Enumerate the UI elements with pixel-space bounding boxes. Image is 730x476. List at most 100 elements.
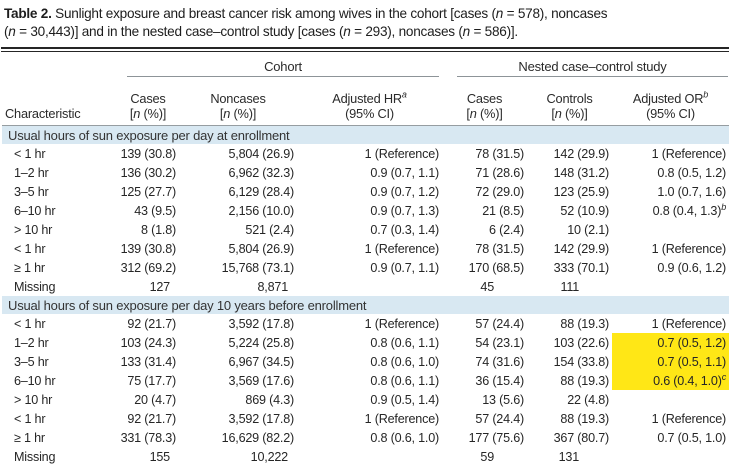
cell-value: 6 (2.4) (489, 222, 525, 237)
text-segment: (95% CI) (345, 106, 394, 121)
cell-value: 111 (560, 279, 580, 294)
cell-value: 20 (4.7) (134, 392, 176, 407)
cell: 88 (19.3) (527, 409, 612, 428)
row-label: > 10 hr (14, 222, 53, 237)
cell: 1 (Reference) (297, 409, 442, 428)
table-row: < 1 hr 139 (30.8) 5,804 (26.9) 1 (Reference… (2, 239, 729, 258)
table-body: Usual hours of sun exposure per day at e… (2, 125, 730, 467)
cell: 10 (2.1) (527, 220, 612, 239)
cell: 103 (22.6) (527, 333, 612, 352)
data-table: Cohort Nested case–control study Charact… (2, 52, 730, 467)
cell-value: 0.8 (0.6, 1.1) (370, 335, 440, 350)
cell: 331 (78.3) (117, 428, 179, 447)
cell-value: 92 (21.7) (127, 316, 176, 331)
cell: 0.8 (0.6, 1.0) (297, 352, 442, 371)
cell-value: 0.8 (0.6, 1.1) (370, 373, 440, 388)
cell-value: 869 (4.3) (245, 392, 294, 407)
cell-value: 0.8 (0.4, 1.3) (652, 203, 722, 218)
cell-value: 13 (5.6) (482, 392, 525, 407)
cell-value: 170 (68.5) (468, 260, 525, 275)
cell: 52 (10.9) (527, 201, 612, 220)
text-segment: = 293), noncases ( (350, 24, 463, 39)
table-row: > 10 hr 20 (4.7) 869 (4.3) 0.9 (0.5, 1.4) 13… (2, 390, 729, 409)
cell-value: 154 (33.8) (553, 354, 610, 369)
cell: 59 (442, 447, 527, 466)
cell: 148 (31.2) (527, 163, 612, 182)
column-header-line2: (95% CI) (612, 106, 729, 121)
cell (297, 277, 442, 296)
cell: 869 (4.3) (179, 390, 297, 409)
cell-value: 331 (78.3) (120, 430, 177, 445)
cell: 2,156 (10.0) (179, 201, 297, 220)
text-segment: n (343, 24, 351, 39)
cell-value: 521 (2.4) (245, 222, 294, 237)
cell: 10,222 (179, 447, 297, 466)
cell-value: 333 (70.1) (553, 260, 610, 275)
cell-value: 74 (31.6) (475, 354, 525, 369)
table-row: 6–10 hr 75 (17.7) 3,569 (17.6) 0.8 (0.6, 1.… (2, 371, 730, 390)
cell-value: 1 (Reference) (651, 316, 727, 331)
cell-value: 0.6 (0.4, 1.0) (653, 373, 722, 388)
cell: 142 (29.9) (527, 144, 612, 163)
cell-value: 1 (Reference) (651, 411, 727, 426)
section-header: Usual hours of sun exposure per day at e… (2, 125, 730, 144)
text-segment: Adjusted OR (632, 91, 704, 106)
cell: 155 (117, 447, 179, 466)
cell-value: 139 (30.8) (120, 241, 177, 256)
cell-value: 15,768 (73.1) (221, 260, 295, 275)
table-row: ≥ 1 hr 312 (69.2) 15,768 (73.1) 0.9 (0.7, 1… (2, 258, 729, 277)
cell: 1 (Reference) (612, 314, 729, 333)
cell: 57 (24.4) (442, 409, 527, 428)
table-row: < 1 hr 92 (21.7) 3,592 (17.8) 1 (Reference)… (2, 314, 729, 333)
cell: 5,804 (26.9) (179, 239, 297, 258)
text-segment: Adjusted HR (332, 91, 402, 106)
cell-value: 21 (8.5) (482, 203, 525, 218)
cell: 3,592 (17.8) (179, 314, 297, 333)
cell: 6,129 (28.4) (179, 182, 297, 201)
cell-value: 0.9 (0.5, 1.4) (370, 392, 440, 407)
cell: 0.9 (0.7, 1.3) (297, 201, 442, 220)
cell-value: 43 (9.5) (134, 203, 176, 218)
cell: 78 (31.5) (442, 239, 527, 258)
cell-value: 0.8 (0.6, 1.0) (370, 430, 440, 445)
cell: 111 (527, 277, 612, 296)
column-header-5: Adjusted ORb (95% CI) (612, 77, 730, 126)
cell: 170 (68.5) (442, 258, 527, 277)
cell-value: 103 (24.3) (120, 335, 177, 350)
section-header-row: Usual hours of sun exposure per day 10 y… (2, 296, 730, 314)
cell-value: 0.7 (0.5, 1.1) (657, 354, 727, 369)
cell-value: 8 (1.8) (141, 222, 176, 237)
column-header-line1: Cases (442, 91, 527, 106)
table-row: Missing 155 10,222 59 131 (2, 447, 729, 466)
column-header-characteristic: Characteristic (2, 77, 117, 126)
row-label: Missing (14, 279, 56, 294)
cell: 8,871 (179, 277, 297, 296)
text-segment: = 578), noncases (503, 6, 608, 21)
cell: 22 (4.8) (527, 390, 612, 409)
column-header-line2: [n (%)] (117, 106, 179, 121)
cell-value: 6,129 (28.4) (228, 184, 294, 199)
cell: 57 (24.4) (442, 314, 527, 333)
text-segment: [ (129, 106, 134, 121)
text-segment: (%)] (140, 106, 167, 121)
cell: 0.8 (0.5, 1.2) (612, 163, 729, 182)
cell-value: 59 (480, 449, 495, 464)
row-label: 1–2 hr (14, 335, 49, 350)
cell: 6 (2.4) (442, 220, 527, 239)
cell: 36 (15.4) (442, 371, 527, 390)
column-header-0: Cases [n (%)] (117, 77, 179, 126)
cell: 142 (29.9) (527, 239, 612, 258)
cell-value: 78 (31.5) (475, 241, 525, 256)
cell-value: 1 (Reference) (364, 316, 440, 331)
table-row: 6–10 hr 43 (9.5) 2,156 (10.0) 0.9 (0.7, 1.3… (2, 201, 729, 220)
cell: 0.8 (0.4, 1.3)b (612, 201, 729, 220)
cell-value: 36 (15.4) (475, 373, 525, 388)
text-segment: (95% CI) (646, 106, 695, 121)
cell-value: 1 (Reference) (364, 411, 440, 426)
column-header-2: Adjusted HRa (95% CI) (297, 77, 443, 126)
text-segment: Cases (130, 91, 166, 106)
cell-value: 10,222 (250, 449, 289, 464)
table-caption: Table 2. Sunlight exposure and breast ca… (0, 0, 730, 44)
text-segment: ( (4, 24, 9, 39)
cell-value: 367 (80.7) (553, 430, 610, 445)
